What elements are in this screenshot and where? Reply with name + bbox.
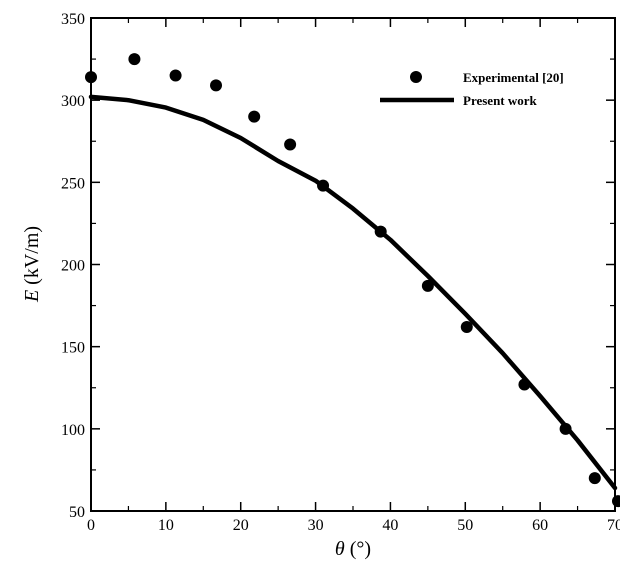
experimental-point	[421, 279, 434, 292]
data-layer	[85, 53, 620, 508]
experimental-point	[460, 320, 473, 333]
y-axis-unit: (kV/m)	[21, 226, 43, 290]
experimental-point	[284, 138, 297, 151]
experimental-point	[518, 378, 531, 391]
experimental-point	[128, 53, 141, 66]
plot-frame	[90, 17, 616, 512]
y-tick-label: 100	[61, 422, 85, 439]
experimental-point	[611, 495, 620, 508]
x-tick-label: 60	[532, 517, 548, 534]
y-tick-label: 250	[61, 175, 85, 192]
experimental-point	[248, 110, 261, 123]
series-line-present-work	[88, 94, 618, 491]
y-tick-label: 350	[61, 11, 85, 28]
experimental-point	[559, 422, 572, 435]
y-tick-label: 200	[61, 258, 85, 275]
legend-label: Experimental [20]	[463, 70, 564, 85]
x-tick-label: 50	[457, 517, 473, 534]
experimental-point	[588, 472, 601, 485]
legend: Experimental [20] Present work	[380, 70, 564, 108]
y-axis-title: E (kV/m)	[21, 226, 43, 303]
x-tick-label: 40	[382, 517, 398, 534]
x-tick-label: 10	[158, 517, 174, 534]
experimental-point	[210, 79, 223, 92]
axis-ticks: 0 10 20 30 40 50 60 70 50 100 150 200 250 300 350	[61, 11, 620, 534]
x-tick-label: 70	[607, 517, 620, 534]
y-tick-label: 50	[69, 504, 85, 521]
legend-label: Present work	[463, 93, 538, 108]
x-tick-label: 30	[308, 517, 324, 534]
y-tick-label: 300	[61, 93, 85, 110]
x-tick-label: 20	[233, 517, 249, 534]
x-axis-title: θ (°)	[335, 538, 371, 560]
experimental-point	[85, 71, 97, 84]
x-tick-label: 0	[87, 517, 95, 534]
x-axis-unit: (°)	[345, 538, 371, 560]
y-axis-symbol: E	[21, 290, 43, 303]
experimental-point	[169, 69, 182, 82]
legend-marker-experimental	[410, 71, 422, 83]
experimental-point	[317, 179, 330, 192]
x-axis-symbol: θ	[335, 538, 345, 560]
experimental-point	[374, 225, 387, 238]
y-tick-label: 150	[61, 340, 85, 357]
